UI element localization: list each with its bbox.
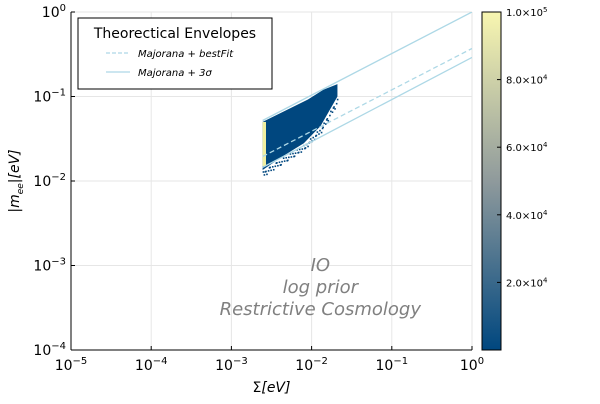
heatmap-speckle — [270, 169, 272, 172]
heatmap-speckle — [281, 160, 283, 163]
heatmap-density-region — [262, 84, 338, 170]
heatmap-speckle — [320, 131, 323, 134]
y-tick-label: 100 — [42, 3, 66, 21]
x-axis-title: Σ[eV] — [253, 380, 291, 396]
heatmap-speckle — [264, 171, 267, 173]
heatmap-speckle — [278, 161, 281, 164]
heatmap-speckle — [282, 157, 285, 159]
heatmap-speckle — [297, 152, 299, 154]
heatmap-speckle — [324, 123, 327, 125]
colorbar-tick-label: 8.0×104 — [506, 74, 548, 87]
heatmap-speckle — [279, 164, 282, 166]
heatmap-speckle — [331, 111, 334, 114]
heatmap-speckle — [274, 165, 277, 168]
colorbar-tick-label: 1.0×105 — [506, 6, 547, 19]
legend-label-0: Majorana + bestFit — [138, 49, 234, 60]
y-axis-title: |mee|[eV] — [7, 149, 26, 212]
envelope-line-bestfit — [262, 47, 472, 158]
y-tick-label: 10−4 — [33, 341, 66, 359]
legend: Theorectical Envelopes Majorana + bestFit… — [77, 17, 273, 90]
annotation-line-1: log prior — [283, 277, 360, 298]
envelope-line-upper — [262, 12, 472, 122]
heatmap-speckle — [323, 122, 325, 125]
heatmap-speckle — [266, 173, 268, 176]
heatmap-speckle — [318, 133, 320, 135]
heatmap-speckle — [268, 167, 271, 169]
heatmap-speckle — [301, 148, 304, 150]
heatmap-speckle — [332, 107, 335, 109]
heatmap-speckle — [300, 151, 303, 153]
colorbar-tick-label: 6.0×104 — [506, 141, 548, 154]
heatmap-speckle — [283, 160, 286, 162]
heatmap-speckle — [304, 147, 306, 150]
heatmap-speckle — [333, 106, 335, 108]
heatmap-speckle — [267, 170, 270, 172]
heatmap-speckle — [329, 114, 331, 117]
plot-area — [262, 12, 472, 176]
heatmap-speckle — [275, 162, 278, 165]
y-tick-label: 10−3 — [33, 257, 66, 275]
heatmap-speckle — [271, 166, 274, 168]
heatmap-speckle — [319, 129, 321, 132]
heatmap-speckle — [262, 171, 265, 173]
heatmap-speckle — [312, 136, 315, 139]
heatmap-speckle — [272, 168, 275, 171]
heatmap-speckle — [277, 164, 279, 167]
heatmap-speckle — [326, 118, 329, 120]
annotation-line-2: Restrictive Cosmology — [220, 299, 422, 320]
heatmap-speckle — [336, 98, 339, 101]
heatmap-speckle — [288, 156, 290, 159]
annotation-line-0: IO — [311, 255, 330, 276]
legend-box — [77, 17, 273, 90]
heatmap-speckle — [307, 145, 309, 148]
heatmap-speckle — [334, 108, 336, 110]
heatmap-speckle — [327, 119, 330, 122]
legend-title: Theorectical Envelopes — [93, 26, 256, 42]
heatmap-speckle — [293, 155, 295, 158]
y-tick-label: 10−1 — [33, 88, 66, 106]
colorbar-frame — [481, 11, 502, 351]
heatmap-speckle — [290, 156, 293, 158]
x-tick-label: 10−2 — [295, 356, 328, 374]
heatmap-speckles — [262, 98, 339, 176]
heatmap-speckle — [294, 152, 297, 155]
heatmap-speckle — [316, 131, 319, 133]
x-tick-label: 10−5 — [55, 356, 88, 374]
heatmap-speckle — [289, 153, 292, 155]
colorbar-tick-label: 4.0×104 — [506, 209, 548, 222]
colorbar-gradient-bar — [482, 12, 501, 350]
colorbar-tick-label: 2.0×104 — [506, 276, 548, 289]
heatmap-speckle — [322, 126, 324, 129]
y-tick-label: 10−2 — [33, 172, 66, 190]
heatmap-speckle — [335, 102, 338, 105]
envelope-line-lower — [262, 56, 472, 168]
heatmap-high-density-edge — [262, 121, 266, 167]
heatmap-speckle — [286, 159, 289, 162]
x-tick-label: 10−3 — [215, 356, 248, 374]
heatmap-speckle — [330, 110, 332, 113]
heatmap-speckle — [292, 152, 294, 155]
heatmap-speckle — [314, 135, 317, 137]
colorbar: 2.0×104 4.0×104 6.0×104 8.0×104 1.0×105 — [481, 6, 548, 351]
x-tick-label: 10−1 — [376, 356, 409, 374]
x-tick-label: 10−4 — [135, 356, 168, 374]
x-tick-label: 100 — [460, 356, 484, 374]
heatmap-speckle — [309, 138, 312, 140]
heatmap-speckle — [325, 119, 328, 121]
heatmap-speckle — [298, 148, 301, 151]
heatmap-speckle — [321, 127, 324, 130]
heatmap-speckle — [285, 156, 288, 159]
legend-label-1: Majorana + 3σ — [138, 68, 212, 79]
heatmap-speckle — [263, 174, 266, 176]
